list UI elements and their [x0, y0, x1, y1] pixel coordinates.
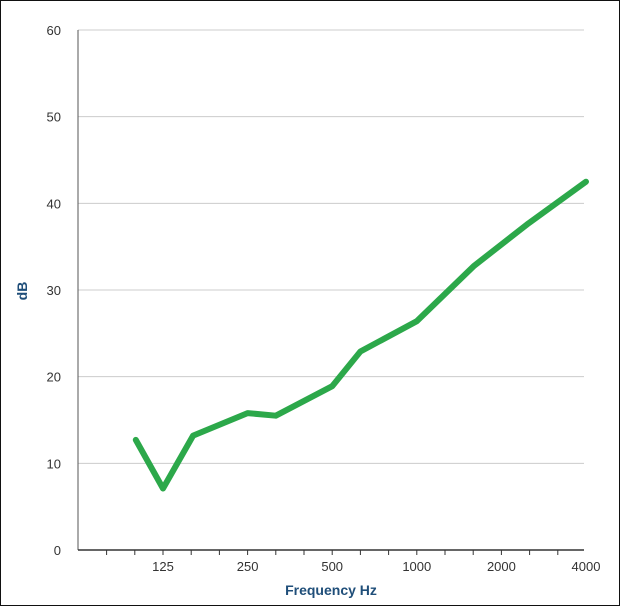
x-tick-label: 1000: [402, 559, 431, 574]
data-point: [134, 438, 137, 441]
data-point: [192, 434, 195, 437]
data-point: [331, 385, 334, 388]
y-tick-label: 30: [47, 283, 61, 298]
data-point: [274, 414, 277, 417]
y-tick-label: 40: [47, 196, 61, 211]
y-tick-label: 50: [47, 110, 61, 125]
series-line: [132, 178, 589, 492]
y-tick-label: 0: [54, 543, 61, 558]
x-tick-label: 125: [152, 559, 174, 574]
data-point: [162, 487, 164, 490]
data-point: [473, 264, 476, 267]
data-point: [415, 320, 418, 323]
data-point: [359, 350, 362, 353]
data-point: [585, 180, 587, 183]
x-tick-label: 4000: [572, 559, 601, 574]
y-axis-label: dB: [14, 282, 30, 301]
y-tick-label: 60: [47, 23, 61, 38]
y-tick-label: 10: [47, 456, 61, 471]
y-tick-label: 20: [47, 370, 61, 385]
data-point: [246, 412, 249, 415]
x-axis-label: Frequency Hz: [285, 582, 377, 598]
data-point: [527, 222, 530, 225]
x-tick-label: 2000: [487, 559, 516, 574]
x-tick-label: 500: [321, 559, 343, 574]
x-tick-label: 250: [237, 559, 259, 574]
